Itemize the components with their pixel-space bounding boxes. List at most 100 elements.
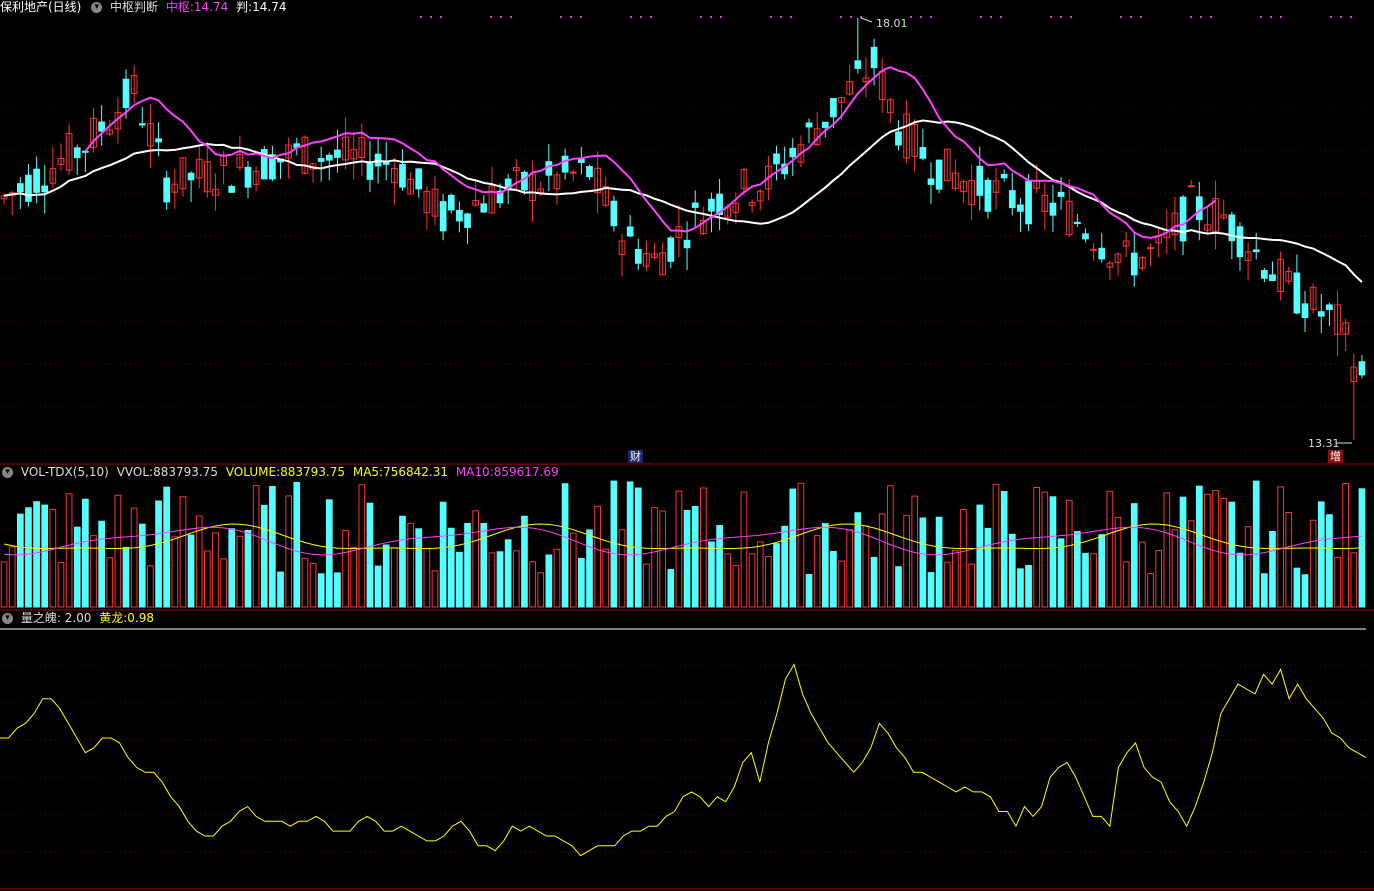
volume-bar [976,504,984,608]
volume-bar [203,550,211,608]
candle-body [643,253,650,267]
volume-bar [1269,530,1276,608]
candle-body [1195,196,1203,221]
candle-body [911,123,919,157]
candle-body [927,178,935,185]
volume-bar [813,535,821,608]
candle-body [1293,272,1301,314]
marker-dot [840,16,842,18]
candle-body [610,200,618,227]
candle-body [789,147,797,158]
candle-body [838,96,845,103]
volume-bar [1326,514,1333,608]
candle-body [805,122,813,128]
volume-bar [1130,503,1138,608]
candle-body [586,166,593,178]
candle-body [602,186,610,206]
marker-dot [1000,16,1002,18]
candle-body [90,117,97,148]
candle-body [1122,240,1130,247]
candle-body [407,178,414,195]
candle-body [1236,226,1244,258]
marker-dot [980,16,982,18]
osc-menu-icon[interactable]: ▾ [2,612,13,624]
candle-body [691,202,699,208]
volume-label: VOLUME: [225,465,281,479]
volume-bar [927,572,935,608]
volume-bar [358,484,366,608]
marker-dot [720,16,722,18]
volume-ma5-line [3,523,1362,549]
volume-menu-icon[interactable]: ▾ [2,466,13,478]
volume-bar [968,563,975,608]
candle-body [391,167,398,184]
cai-badge[interactable]: 财 [628,450,643,463]
volume-bar [0,561,8,608]
candle-body [708,198,715,212]
volume-bar [594,505,601,608]
candle-body [976,165,984,196]
volume-bar [1342,482,1350,608]
volume-bar [8,546,16,608]
candle-body [1309,286,1317,310]
candle-body [1358,361,1366,376]
volume-bar [545,554,553,608]
candle-body [155,138,162,143]
volume-bar [220,558,227,608]
volume-bar [1285,511,1293,608]
volume-bar [529,561,536,608]
indicator-menu-icon[interactable]: ▾ [91,1,103,13]
volume-bar [155,500,162,608]
volume-bar [1033,487,1041,608]
volume-bar [561,483,569,608]
candle-body [943,148,951,182]
volume-bar [1000,491,1008,608]
candle-body [57,158,65,165]
marker-dot [430,16,432,18]
candle-body [260,149,268,180]
volume-bar [1147,573,1154,608]
indicator-name[interactable]: 中枢判断 [110,0,159,14]
volume-bar [285,495,292,608]
volume-bar [504,539,512,608]
candle-body [667,237,675,262]
candle-body [147,123,154,147]
volume-bar [960,508,967,608]
candle-body [683,239,691,249]
candle-body [634,249,642,264]
osc-title[interactable]: 量之魄 [20,611,57,625]
volume-bar [1041,491,1049,608]
marker-dot [1260,16,1262,18]
candle-body [1317,311,1325,317]
volume-bar [65,493,73,608]
marker-dot [490,16,492,18]
candle-body [773,153,780,165]
volume-bar [643,563,650,608]
volume-bar [667,569,675,608]
candle-body [358,137,366,159]
candle-body [447,194,455,211]
candle-body [25,174,32,202]
candle-body [651,253,658,258]
volume-bar [260,504,268,608]
volume-bar [16,513,24,608]
volume-bar [163,486,171,608]
volume-bar [521,515,528,608]
marker-dot [1210,16,1212,18]
volume-title[interactable]: VOL-TDX(5,10) [20,465,109,479]
volume-bar [821,523,829,608]
candle-body [756,190,764,202]
volume-bar [1187,520,1195,608]
zeng-badge[interactable]: 增 [1328,450,1343,463]
volume-bar [992,483,1000,608]
volume-bar [407,522,414,608]
volume-bar [952,550,959,608]
marker-dot [700,16,702,18]
candle-body [228,185,236,193]
candle-body [41,185,49,193]
stock-title[interactable]: 保利地产(日线) [0,0,82,14]
marker-dot [860,16,862,18]
volume-bar [114,494,122,608]
candle-body [1244,251,1252,261]
candle-body [431,188,439,217]
